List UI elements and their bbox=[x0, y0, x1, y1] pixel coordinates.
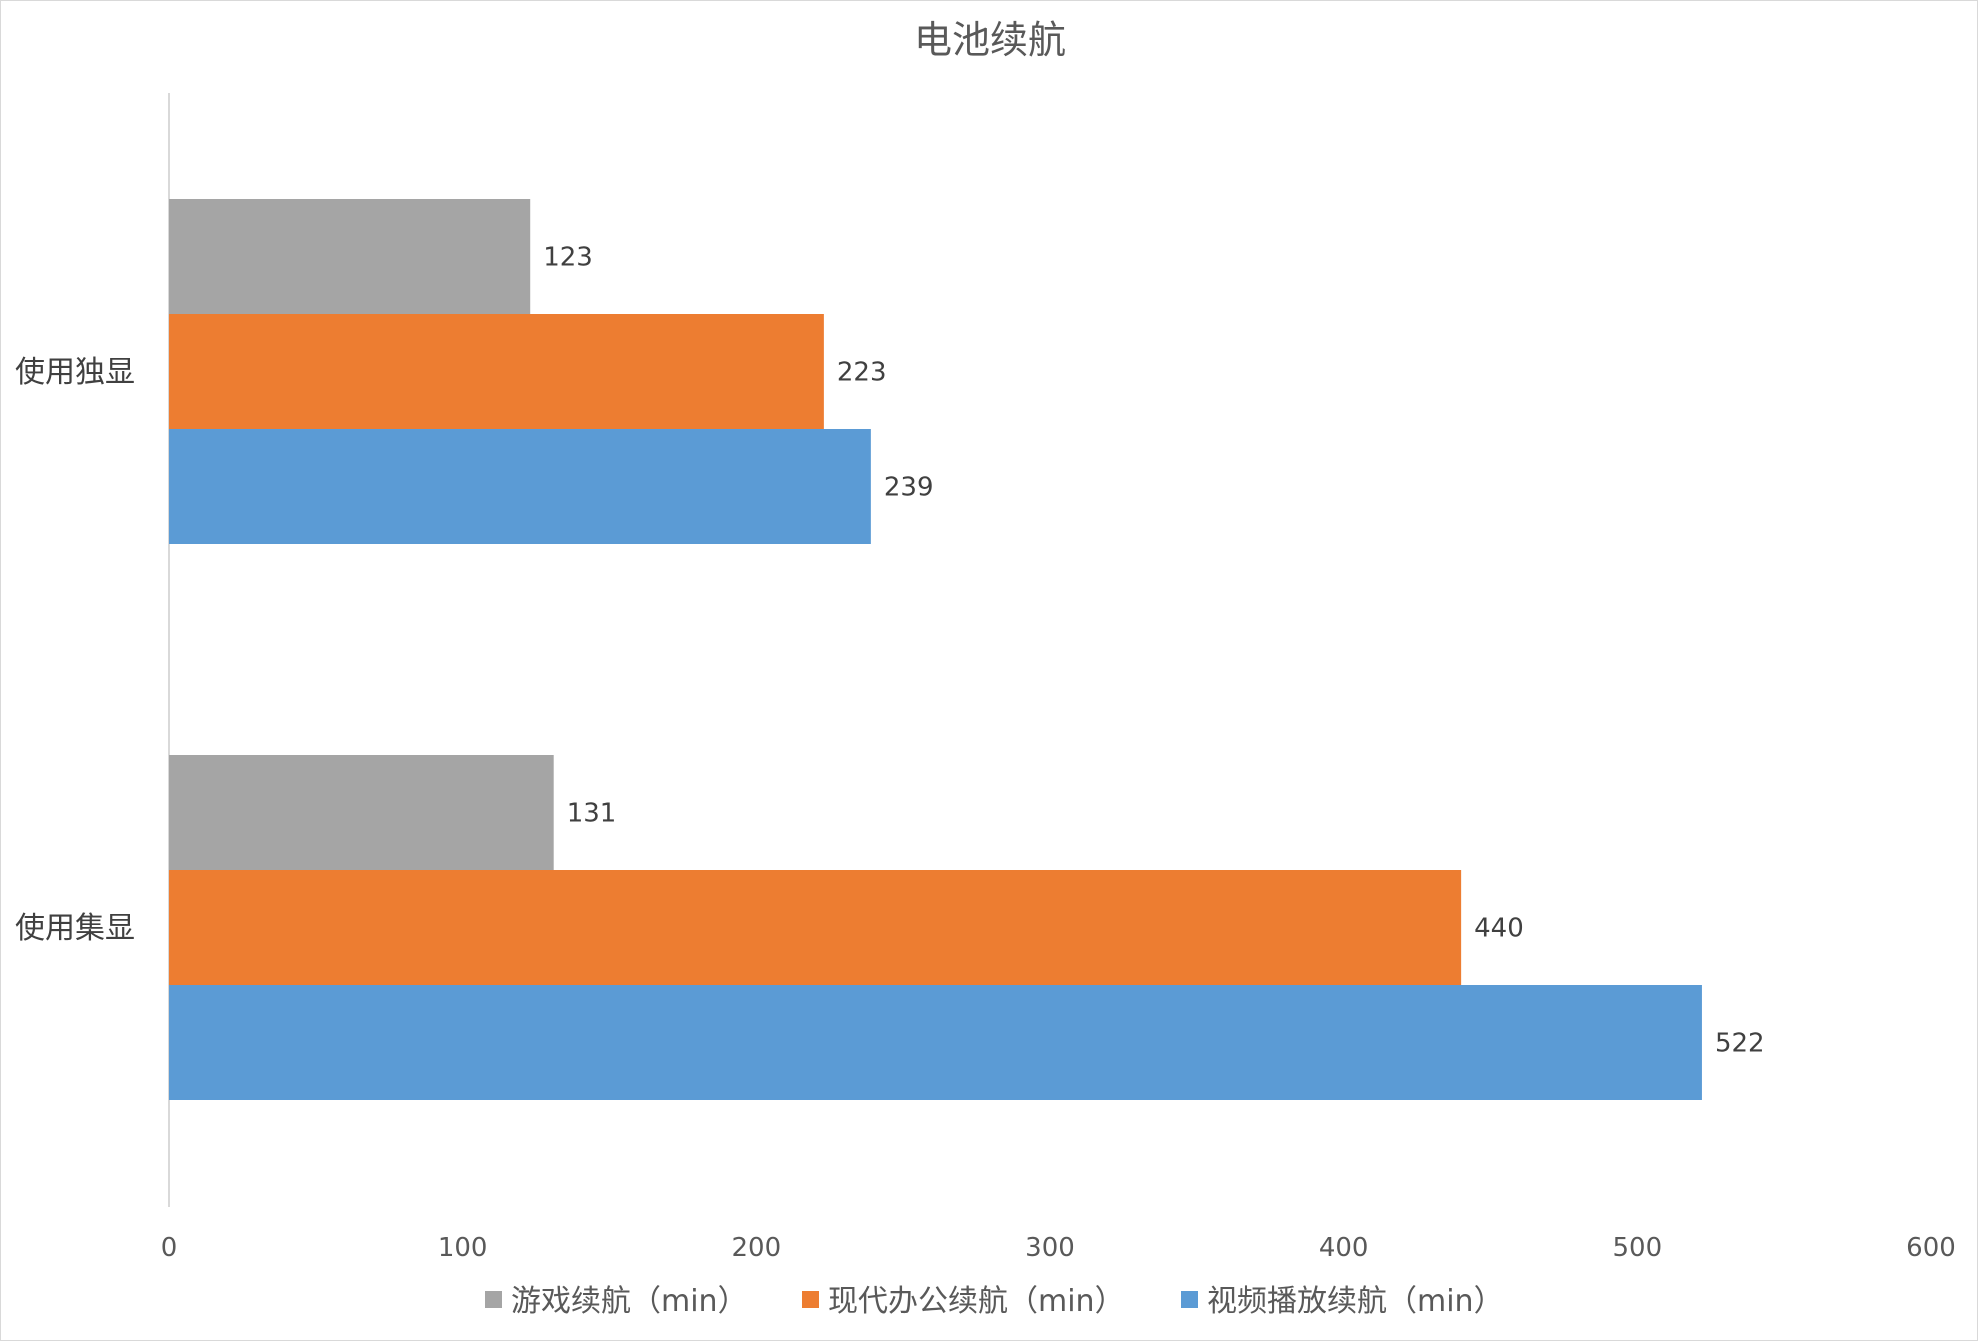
legend-label: 现代办公续航（min） bbox=[828, 1284, 1125, 1319]
x-tick-label: 400 bbox=[1319, 1233, 1369, 1263]
x-tick-label: 200 bbox=[732, 1233, 782, 1263]
bar bbox=[169, 755, 554, 870]
data-label: 440 bbox=[1474, 914, 1524, 944]
data-label: 131 bbox=[567, 799, 617, 829]
category-label: 使用独显 bbox=[15, 355, 135, 390]
chart-title: 电池续航 bbox=[914, 18, 1066, 62]
x-tick-label: 300 bbox=[1025, 1233, 1075, 1263]
bar bbox=[169, 870, 1462, 985]
category-label: 使用集显 bbox=[15, 911, 135, 946]
x-tick-label: 500 bbox=[1613, 1233, 1663, 1263]
bars bbox=[169, 199, 1702, 1100]
legend-swatch bbox=[802, 1291, 819, 1308]
bar bbox=[169, 985, 1702, 1100]
bar bbox=[169, 199, 531, 314]
data-label: 239 bbox=[884, 473, 934, 503]
data-label: 123 bbox=[543, 243, 593, 273]
legend-swatch bbox=[1181, 1291, 1198, 1308]
legend-label: 视频播放续航（min） bbox=[1207, 1284, 1504, 1319]
bar bbox=[169, 429, 871, 544]
x-tick-label: 100 bbox=[438, 1233, 488, 1263]
data-label: 223 bbox=[837, 358, 887, 388]
x-tick-label: 600 bbox=[1906, 1233, 1956, 1263]
data-labels: 123 223 239 131 440 522 bbox=[543, 243, 1764, 1059]
data-label: 522 bbox=[1715, 1029, 1765, 1059]
bar bbox=[169, 314, 824, 429]
x-tick-label: 0 bbox=[161, 1233, 178, 1263]
legend-label: 游戏续航（min） bbox=[511, 1284, 748, 1319]
legend: 游戏续航（min） 现代办公续航（min） 视频播放续航（min） bbox=[485, 1284, 1504, 1319]
legend-swatch bbox=[485, 1291, 502, 1308]
x-axis-ticks: 0 100 200 300 400 500 600 bbox=[161, 1233, 1956, 1263]
